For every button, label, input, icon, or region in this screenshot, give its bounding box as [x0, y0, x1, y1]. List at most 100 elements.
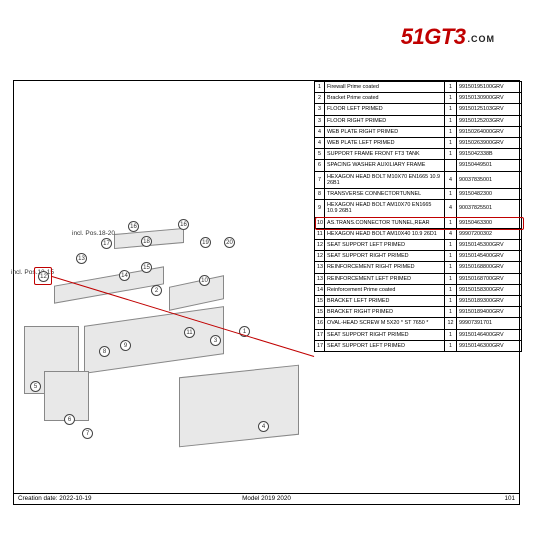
cell-name: SUPPORT FRAME FRONT FT3 TANK [325, 149, 445, 160]
table-row: 17SEAT SUPPORT RIGHT PRIMED199150146400G… [315, 329, 522, 340]
callout-bubble: 8 [99, 346, 110, 357]
table-row: 13REINFORCEMENT LEFT PRIMED199150168700G… [315, 273, 522, 284]
diagram-highlight-box [34, 267, 52, 285]
cell-pos: 1 [315, 82, 325, 93]
cell-pn: 99150125203GRV [457, 115, 522, 126]
callout-bubble: 15 [141, 262, 152, 273]
table-row: 4WEB PLATE RIGHT PRIMED199150264000GRV [315, 126, 522, 137]
cell-qty: 1 [445, 240, 457, 251]
cell-pos: 16 [315, 318, 325, 329]
table-row: 12SEAT SUPPORT LEFT PRIMED199150145300GR… [315, 240, 522, 251]
cell-pos: 3 [315, 104, 325, 115]
faux-part [179, 365, 299, 448]
cell-name: SEAT SUPPORT LEFT PRIMED [325, 340, 445, 351]
parts-table-region: 1Firewall Prime coated199150195100GRV2Br… [314, 81, 521, 493]
cell-name: HEXAGON HEAD BOLT M10X70 EN1665 10.9 26B… [325, 171, 445, 188]
cell-qty: 4 [445, 200, 457, 217]
cell-pos: 12 [315, 251, 325, 262]
cell-pos: 4 [315, 138, 325, 149]
cell-pos: 17 [315, 340, 325, 351]
callout-bubble: 11 [184, 327, 195, 338]
cell-pos: 2 [315, 93, 325, 104]
cell-pn: 99150146400GRV [457, 329, 522, 340]
table-row: 15BRACKET LEFT PRIMED199150189300GRV [315, 296, 522, 307]
cell-pos: 9 [315, 200, 325, 217]
callout-bubble: 16 [178, 219, 189, 230]
table-row: 14Reinforcement Prime coated199150158300… [315, 284, 522, 295]
callout-bubble: 9 [120, 340, 131, 351]
cell-qty: 1 [445, 115, 457, 126]
brand-logo: 51GT3.COM [401, 24, 495, 50]
callout-bubble: 10 [199, 275, 210, 286]
table-row: 4WEB PLATE LEFT PRIMED199150263900GRV [315, 138, 522, 149]
footer-model: Model 2019 2020 [242, 495, 291, 502]
drawing-frame: incl. Pos.18-20 incl. Pos.13-15 12345678… [13, 80, 520, 505]
cell-name: FLOOR LEFT PRIMED [325, 104, 445, 115]
table-row: 7HEXAGON HEAD BOLT M10X70 EN1665 10.9 26… [315, 171, 522, 188]
cell-name: WEB PLATE RIGHT PRIMED [325, 126, 445, 137]
footer-page-number: 101 [504, 495, 515, 502]
table-row: 6SPACING WASHER AUXILIARY FRAME 991504495… [315, 160, 522, 171]
table-row: 13REINFORCEMENT RIGHT PRIMED199150168800… [315, 262, 522, 273]
callout-bubble: 2 [151, 285, 162, 296]
cell-qty: 1 [445, 126, 457, 137]
cell-pos: 6 [315, 160, 325, 171]
cell-qty: 1 [445, 329, 457, 340]
cell-qty: 12 [445, 318, 457, 329]
cell-qty [445, 160, 457, 171]
table-row: 15BRACKET RIGHT PRIMED199150189400GRV [315, 307, 522, 318]
cell-pn: 99150168700GRV [457, 273, 522, 284]
table-row: 2Bracket Prime coated199150130900GRV [315, 93, 522, 104]
note-incl-18-20: incl. Pos.18-20 [72, 230, 115, 237]
cell-pos: 17 [315, 329, 325, 340]
cell-pn: 99150482300 [457, 189, 522, 200]
cell-qty: 1 [445, 149, 457, 160]
cell-pos: 11 [315, 228, 325, 239]
table-row: 16OVAL-HEAD SCREW M 5X20 * ST 7650 *1299… [315, 318, 522, 329]
logo-brand-text: 51GT3 [401, 24, 466, 49]
cell-pn: 99150130900GRV [457, 93, 522, 104]
cell-qty: 1 [445, 82, 457, 93]
cell-pos: 14 [315, 284, 325, 295]
cell-pn: 99150145300GRV [457, 240, 522, 251]
table-highlight-box [315, 217, 524, 230]
cell-pn: 99150449501 [457, 160, 522, 171]
cell-name: FLOOR RIGHT PRIMED [325, 115, 445, 126]
cell-pos: 8 [315, 189, 325, 200]
page-root: 51GT3.COM incl. Pos.18-20 incl. Pos.13-1… [0, 0, 533, 533]
callout-bubble: 13 [76, 253, 87, 264]
table-row: 17SEAT SUPPORT LEFT PRIMED199150146300GR… [315, 340, 522, 351]
cell-name: SPACING WASHER AUXILIARY FRAME [325, 160, 445, 171]
table-row: 1Firewall Prime coated199150195100GRV [315, 82, 522, 93]
exploded-diagram: incl. Pos.18-20 incl. Pos.13-15 12345678… [14, 81, 314, 493]
cell-pos: 7 [315, 171, 325, 188]
cell-name: HEXAGON HEAD BOLT AM10X40 10.9 26D1 [325, 228, 445, 239]
cell-name: SEAT SUPPORT RIGHT PRIMED [325, 251, 445, 262]
callout-bubble: 14 [119, 270, 130, 281]
footer-bar: Creation date: 2022-10-19 Model 2019 202… [14, 493, 519, 506]
logo-tld-text: .COM [468, 34, 496, 44]
callout-bubble: 4 [258, 421, 269, 432]
cell-pn: 90037835001 [457, 171, 522, 188]
callout-bubble: 17 [101, 238, 112, 249]
cell-pn: 99150263900GRV [457, 138, 522, 149]
cell-name: SEAT SUPPORT RIGHT PRIMED [325, 329, 445, 340]
cell-pos: 13 [315, 273, 325, 284]
cell-pn: 99150195100GRV [457, 82, 522, 93]
table-row: 3FLOOR RIGHT PRIMED199150125203GRV [315, 115, 522, 126]
cell-pn: 99150189300GRV [457, 296, 522, 307]
cell-qty: 1 [445, 296, 457, 307]
cell-pos: 15 [315, 307, 325, 318]
cell-name: Bracket Prime coated [325, 93, 445, 104]
callout-bubble: 3 [210, 335, 221, 346]
cell-qty: 1 [445, 189, 457, 200]
cell-qty: 1 [445, 93, 457, 104]
cell-pn: 99150189400GRV [457, 307, 522, 318]
cell-name: OVAL-HEAD SCREW M 5X20 * ST 7650 * [325, 318, 445, 329]
cell-pos: 5 [315, 149, 325, 160]
callout-bubble: 19 [200, 237, 211, 248]
cell-name: Reinforcement Prime coated [325, 284, 445, 295]
callout-bubble: 16 [128, 221, 139, 232]
cell-qty: 1 [445, 138, 457, 149]
table-row: 9HEXAGON HEAD BOLT AM10X70 EN1665 10.9 2… [315, 200, 522, 217]
